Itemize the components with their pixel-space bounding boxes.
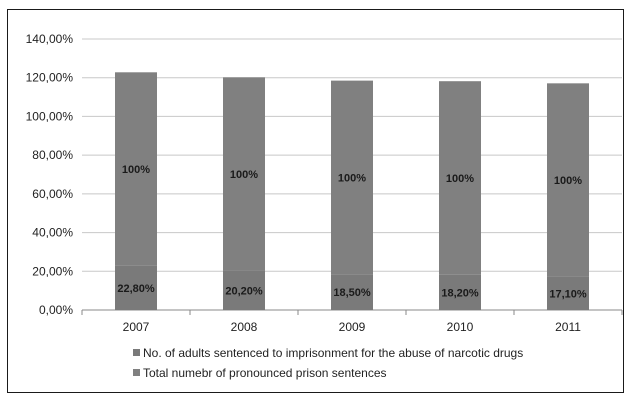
data-label-adults: 22,80% (117, 283, 155, 295)
legend-swatch (133, 349, 140, 356)
y-tick-label: 40,00% (32, 226, 73, 240)
data-label-total: 100% (338, 172, 366, 184)
y-tick-label: 0,00% (39, 303, 73, 317)
x-tick-label: 2011 (555, 320, 581, 334)
bar-total-sentences (439, 81, 481, 275)
bar-adults-sentenced (439, 274, 481, 310)
data-label-adults: 18,20% (441, 287, 479, 299)
legend-item-adults-sentenced: No. of adults sentenced to imprisonment … (133, 346, 523, 360)
data-label-total: 100% (230, 169, 258, 181)
bar-adults-sentenced (223, 270, 265, 310)
data-label-total: 100% (446, 173, 474, 185)
data-label-total: 100% (122, 164, 150, 176)
legend-swatch (133, 369, 140, 376)
x-tick-label: 2009 (339, 320, 366, 334)
bar-total-sentences (115, 72, 157, 266)
chart-frame (7, 9, 624, 393)
x-tick-label: 2007 (123, 320, 150, 334)
x-tick-label: 2010 (447, 320, 474, 334)
data-label-total: 100% (554, 175, 582, 187)
y-tick-label: 60,00% (32, 187, 73, 201)
legend-label: Total numebr of pronounced prison senten… (143, 366, 387, 380)
bar-adults-sentenced (547, 276, 589, 310)
y-tick-label: 20,00% (32, 264, 73, 278)
data-label-adults: 20,20% (225, 285, 263, 297)
x-tick-label: 2008 (231, 320, 258, 334)
y-tick-label: 140,00% (26, 32, 74, 46)
bar-total-sentences (547, 83, 589, 277)
data-label-adults: 18,50% (333, 287, 371, 299)
bar-total-sentences (223, 77, 265, 271)
bar-adults-sentenced (115, 265, 157, 310)
bar-total-sentences (331, 80, 373, 275)
y-tick-label: 80,00% (32, 148, 73, 162)
legend-item-total-sentences: Total numebr of pronounced prison senten… (133, 366, 387, 380)
y-tick-label: 120,00% (26, 71, 74, 85)
data-label-adults: 17,10% (549, 288, 587, 300)
y-tick-label: 100,00% (26, 109, 74, 123)
legend-label: No. of adults sentenced to imprisonment … (143, 346, 524, 360)
bar-adults-sentenced (331, 274, 373, 310)
